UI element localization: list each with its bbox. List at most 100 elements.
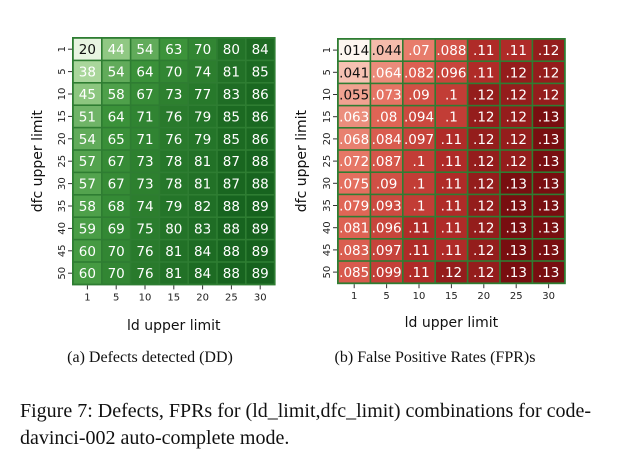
cell-value-label: .082 xyxy=(404,65,434,81)
cell-value-label: 57 xyxy=(79,177,96,193)
cell-value-label: .07 xyxy=(408,43,429,59)
heatmap-cell xyxy=(436,39,467,61)
heatmap-cell xyxy=(217,173,245,194)
cell-value-label: 64 xyxy=(108,109,125,125)
heatmap-cell xyxy=(131,128,159,150)
cell-value-label: 85 xyxy=(223,132,240,148)
heatmap-cell xyxy=(160,173,188,194)
heatmap-cell xyxy=(131,106,159,127)
heatmap-cell xyxy=(102,262,130,284)
y-tick-label: 50 xyxy=(57,267,68,280)
heatmap-cell xyxy=(468,128,500,150)
cell-value-label: 20 xyxy=(79,42,96,58)
cell-value-label: 81 xyxy=(165,266,182,282)
heatmap-cell xyxy=(338,173,370,194)
cell-value-label: .13 xyxy=(505,265,526,281)
cell-value-label: 45 xyxy=(79,87,96,103)
cell-value-label: .11 xyxy=(441,132,462,148)
cell-value-label: 85 xyxy=(223,109,240,125)
heatmap-cell xyxy=(403,62,435,83)
heatmap-cell xyxy=(131,218,159,239)
cell-value-label: 89 xyxy=(252,221,269,237)
heatmap-cell xyxy=(246,195,274,217)
x-tick-label: 30 xyxy=(254,292,267,303)
heatmap-cell xyxy=(102,218,130,239)
cell-value-label: 88 xyxy=(223,244,240,260)
y-tick-label: 5 xyxy=(57,68,68,74)
cell-value-label: .11 xyxy=(441,176,462,192)
cell-value-label: 54 xyxy=(108,65,125,81)
heatmap-cell xyxy=(246,218,274,239)
x-tick-label: 20 xyxy=(477,291,490,302)
heatmap-cell xyxy=(468,195,500,216)
cell-value-label: 73 xyxy=(136,177,153,193)
cell-value-label: .13 xyxy=(505,243,526,259)
cell-value-label: .063 xyxy=(339,110,369,126)
heatmap-cell xyxy=(500,39,532,61)
heatmap-cell xyxy=(131,38,159,60)
heatmap-cell xyxy=(533,128,564,150)
cell-value-label: 86 xyxy=(252,109,269,125)
y-axis-label: dfc upper limit xyxy=(30,110,46,213)
y-tick-label: 45 xyxy=(57,244,68,257)
y-axis-label: dfc upper limit xyxy=(294,109,310,212)
x-tick-label: 5 xyxy=(383,291,389,302)
heatmap-cell xyxy=(102,195,130,217)
cell-value-label: .055 xyxy=(339,88,369,104)
cell-value-label: .044 xyxy=(372,43,402,59)
heatmap-cell xyxy=(533,239,564,261)
cell-value-label: .068 xyxy=(339,132,369,148)
heatmap-cell xyxy=(189,106,217,127)
heatmap-cell xyxy=(246,106,274,127)
cell-value-label: 82 xyxy=(194,199,211,215)
heatmap-cell xyxy=(500,128,532,150)
cell-value-label: 77 xyxy=(194,87,211,103)
cell-value-label: .12 xyxy=(538,65,559,81)
heatmap-cell xyxy=(189,83,217,105)
heatmap-cell xyxy=(468,39,500,61)
cell-value-label: .12 xyxy=(505,132,526,148)
heatmap-cell xyxy=(533,173,564,194)
cell-value-label: 84 xyxy=(194,244,211,260)
x-axis-label: ld upper limit xyxy=(405,315,499,331)
heatmap-cell xyxy=(160,128,188,150)
y-tick-label: 50 xyxy=(322,266,333,279)
x-tick-label: 15 xyxy=(167,292,180,303)
cell-value-label: .13 xyxy=(505,221,526,237)
heatmap-cell xyxy=(371,150,402,172)
cell-value-label: 88 xyxy=(252,154,269,170)
heatmap-cell xyxy=(533,261,564,283)
cell-value-label: .12 xyxy=(473,265,494,281)
y-tick-label: 15 xyxy=(57,110,68,123)
cell-value-label: .088 xyxy=(436,43,466,59)
cell-value-label: 64 xyxy=(136,65,153,81)
x-tick-label: 10 xyxy=(139,292,152,303)
heatmap-cell xyxy=(160,262,188,284)
heatmap-cell xyxy=(468,173,500,194)
heatmap-cell xyxy=(102,83,130,105)
heatmap-cell xyxy=(468,150,500,172)
heatmap-cell xyxy=(500,150,532,172)
cell-value-label: 87 xyxy=(223,177,240,193)
heatmap-cell xyxy=(500,217,532,238)
cell-value-label: 89 xyxy=(252,244,269,260)
cell-value-label: .12 xyxy=(473,132,494,148)
heatmap-cell xyxy=(189,61,217,82)
heatmap-cell xyxy=(403,261,435,283)
cell-value-label: 88 xyxy=(223,199,240,215)
y-tick-label: 5 xyxy=(322,69,333,75)
y-tick-label: 20 xyxy=(57,132,68,145)
heatmap-cell xyxy=(189,240,217,262)
cell-value-label: 79 xyxy=(194,109,211,125)
heatmap-cell xyxy=(436,84,467,105)
cell-value-label: .1 xyxy=(413,176,426,192)
cell-value-label: .11 xyxy=(408,243,429,259)
cell-value-label: .097 xyxy=(404,132,434,148)
cell-value-label: 79 xyxy=(194,132,211,148)
cell-value-label: 84 xyxy=(194,266,211,282)
cell-value-label: .073 xyxy=(372,88,402,104)
y-tick-label: 1 xyxy=(57,46,68,52)
heatmap-cell xyxy=(500,173,532,194)
heatmap-cell xyxy=(371,239,402,261)
cell-value-label: .083 xyxy=(339,243,369,259)
